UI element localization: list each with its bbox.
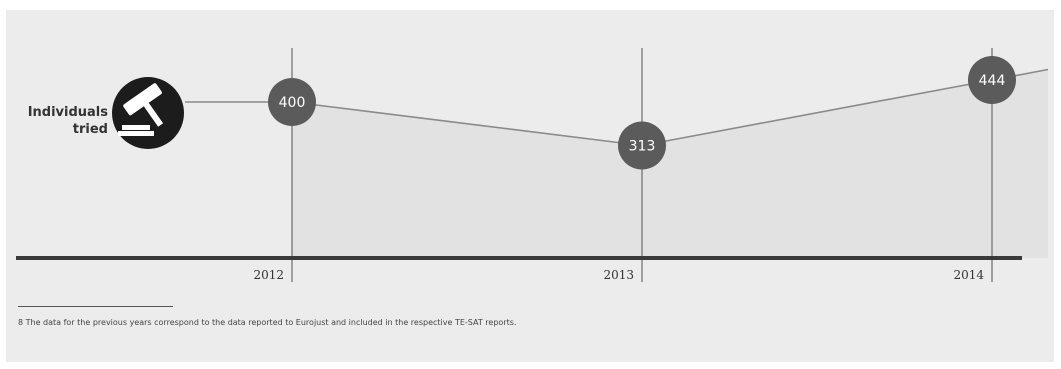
x-tick-label-2014: 2014 bbox=[953, 268, 984, 282]
data-label-2014: 444 bbox=[979, 73, 1006, 89]
data-label-2013: 313 bbox=[629, 139, 656, 155]
gavel-block-base bbox=[118, 131, 154, 136]
area-fill bbox=[292, 69, 1048, 259]
footnote-divider bbox=[18, 306, 173, 307]
x-tick-label-2012: 2012 bbox=[253, 268, 284, 282]
gavel-head bbox=[123, 83, 162, 116]
gavel-icon bbox=[112, 77, 184, 149]
data-point-2012 bbox=[268, 78, 316, 126]
series-label: Individuals tried bbox=[27, 105, 108, 137]
data-point-2013 bbox=[618, 121, 666, 170]
data-point-2014 bbox=[968, 56, 1016, 104]
gavel-icon-head bbox=[123, 83, 164, 127]
data-label-2012: 400 bbox=[279, 95, 306, 111]
gavel-block-top bbox=[122, 125, 150, 130]
gavel-handle bbox=[143, 102, 164, 127]
footnote: 8 The data for the previous years corres… bbox=[18, 318, 517, 327]
x-tick-label-2013: 2013 bbox=[603, 268, 634, 282]
